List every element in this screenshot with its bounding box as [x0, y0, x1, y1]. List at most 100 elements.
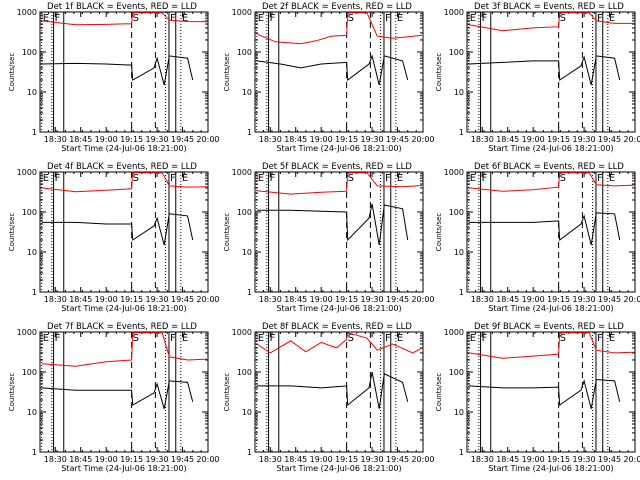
y-tick-label: 10	[454, 408, 464, 417]
x-axis-label: Start Time (24-Jul-06 18:21:00)	[61, 464, 186, 473]
y-tick-label: 1000	[444, 168, 464, 177]
x-tick-label: 20:00	[623, 135, 640, 144]
marker-label-s: S	[560, 333, 566, 344]
panel-title: Det 9f BLACK = Events, RED = LLD	[474, 322, 624, 332]
x-tick-label: 19:30	[573, 295, 596, 304]
x-tick-label: 19:00	[522, 295, 545, 304]
x-axis-label: Start Time (24-Jul-06 18:21:00)	[61, 304, 186, 313]
marker-label-e: E	[470, 173, 476, 184]
x-axis-label: Start Time (24-Jul-06 18:21:00)	[488, 464, 613, 473]
panel-det-7: Det 7f BLACK = Events, RED = LLD 1 10 100 10…	[8, 322, 220, 473]
marker-label-e: E	[258, 333, 264, 344]
y-tick-label: 100	[22, 208, 37, 217]
marker-label-s: S	[560, 13, 566, 24]
x-axis-label: Start Time (24-Jul-06 18:21:00)	[276, 144, 401, 153]
marker-label-s: S	[348, 333, 354, 344]
y-tick-label: 1	[247, 448, 252, 457]
x-tick-label: 20:00	[196, 295, 219, 304]
plot-frame	[39, 11, 209, 133]
marker-label-e: E	[397, 13, 403, 24]
y-tick-label: 10	[27, 248, 37, 257]
marker-label-f: F	[170, 13, 176, 24]
x-tick-label: 19:30	[361, 455, 384, 464]
x-tick-label: 19:00	[522, 135, 545, 144]
panel-det-4: Det 4f BLACK = Events, RED = LLD 1 10 100 10…	[8, 162, 220, 313]
marker-label-s: S	[133, 13, 139, 24]
x-tick-label: 19:30	[146, 295, 169, 304]
x-axis-label: Start Time (24-Jul-06 18:21:00)	[488, 144, 613, 153]
x-tick-label: 18:45	[69, 295, 92, 304]
y-tick-label: 100	[449, 48, 464, 57]
y-tick-label: 10	[242, 248, 252, 257]
plot-frame	[254, 11, 424, 133]
panel-det-2: Det 2f BLACK = Events, RED = LLD 1 10 100 10…	[223, 2, 435, 153]
series-group	[41, 172, 208, 246]
x-tick-label: 19:00	[522, 455, 545, 464]
marker-label-f: F	[482, 333, 488, 344]
x-tick-label: 18:45	[284, 455, 307, 464]
marker-label-e: E	[182, 173, 188, 184]
series-lld-line	[256, 12, 423, 45]
x-tick-label: 19:30	[146, 455, 169, 464]
marker-label-f: F	[170, 333, 176, 344]
x-tick-label: 19:00	[310, 455, 333, 464]
series-lld-line	[468, 172, 635, 192]
x-axis-label: Start Time (24-Jul-06 18:21:00)	[276, 464, 401, 473]
series-lld-line	[41, 172, 208, 193]
y-tick-label: 1	[247, 128, 252, 137]
y-tick-label: 100	[237, 208, 252, 217]
x-tick-label: 19:15	[335, 295, 358, 304]
marker-label-e: E	[609, 333, 615, 344]
marker-label-f: F	[597, 13, 603, 24]
y-tick-label: 1	[247, 288, 252, 297]
x-tick-label: 20:00	[196, 455, 219, 464]
x-tick-label: 19:00	[95, 455, 118, 464]
x-tick-label: 20:00	[196, 135, 219, 144]
x-axis-label: Start Time (24-Jul-06 18:21:00)	[276, 304, 401, 313]
y-tick-label: 1000	[232, 328, 252, 337]
series-events-line	[468, 378, 621, 409]
y-tick-label: 10	[242, 88, 252, 97]
marker-label-f: F	[597, 333, 603, 344]
y-tick-label: 10	[27, 88, 37, 97]
series-events-line	[469, 212, 621, 246]
plot-frame	[39, 171, 209, 293]
panel-det-9: Det 9f BLACK = Events, RED = LLD 1 10 100 10…	[435, 322, 640, 473]
series-lld-line	[41, 332, 208, 367]
x-tick-label: 19:45	[598, 295, 621, 304]
series-group	[256, 172, 423, 246]
y-tick-label: 1000	[232, 168, 252, 177]
marker-label-f: F	[55, 173, 61, 184]
y-axis-label: Counts/sec	[223, 373, 231, 412]
series-events-line	[257, 371, 409, 409]
marker-label-e: E	[43, 333, 49, 344]
marker-label-e: E	[470, 333, 476, 344]
marker-label-f: F	[170, 173, 176, 184]
marker-label-e: E	[397, 173, 403, 184]
x-tick-label: 19:45	[171, 295, 194, 304]
marker-label-f: F	[270, 333, 276, 344]
y-tick-label: 100	[449, 208, 464, 217]
x-tick-label: 18:30	[471, 295, 494, 304]
panel-title: Det 8f BLACK = Events, RED = LLD	[262, 322, 412, 332]
marker-label-e: E	[182, 13, 188, 24]
series-group	[41, 332, 208, 409]
panel-det-6: Det 6f BLACK = Events, RED = LLD 1 10 100 10…	[435, 162, 640, 313]
marker-label-e: E	[43, 13, 49, 24]
y-tick-label: 10	[454, 88, 464, 97]
marker-label-e: E	[470, 13, 476, 24]
y-tick-label: 1	[32, 448, 37, 457]
panel-title: Det 6f BLACK = Events, RED = LLD	[474, 162, 624, 172]
marker-label-s: S	[133, 333, 139, 344]
x-tick-label: 19:15	[335, 455, 358, 464]
series-group	[256, 332, 423, 409]
marker-label-s: S	[560, 173, 566, 184]
series-lld-line	[256, 172, 423, 195]
x-tick-label: 18:30	[44, 295, 67, 304]
panel-title: Det 4f BLACK = Events, RED = LLD	[47, 162, 197, 172]
series-group	[256, 12, 423, 86]
panel-title: Det 1f BLACK = Events, RED = LLD	[47, 2, 197, 12]
y-axis-label: Counts/sec	[8, 213, 16, 252]
plot-frame	[254, 171, 424, 293]
